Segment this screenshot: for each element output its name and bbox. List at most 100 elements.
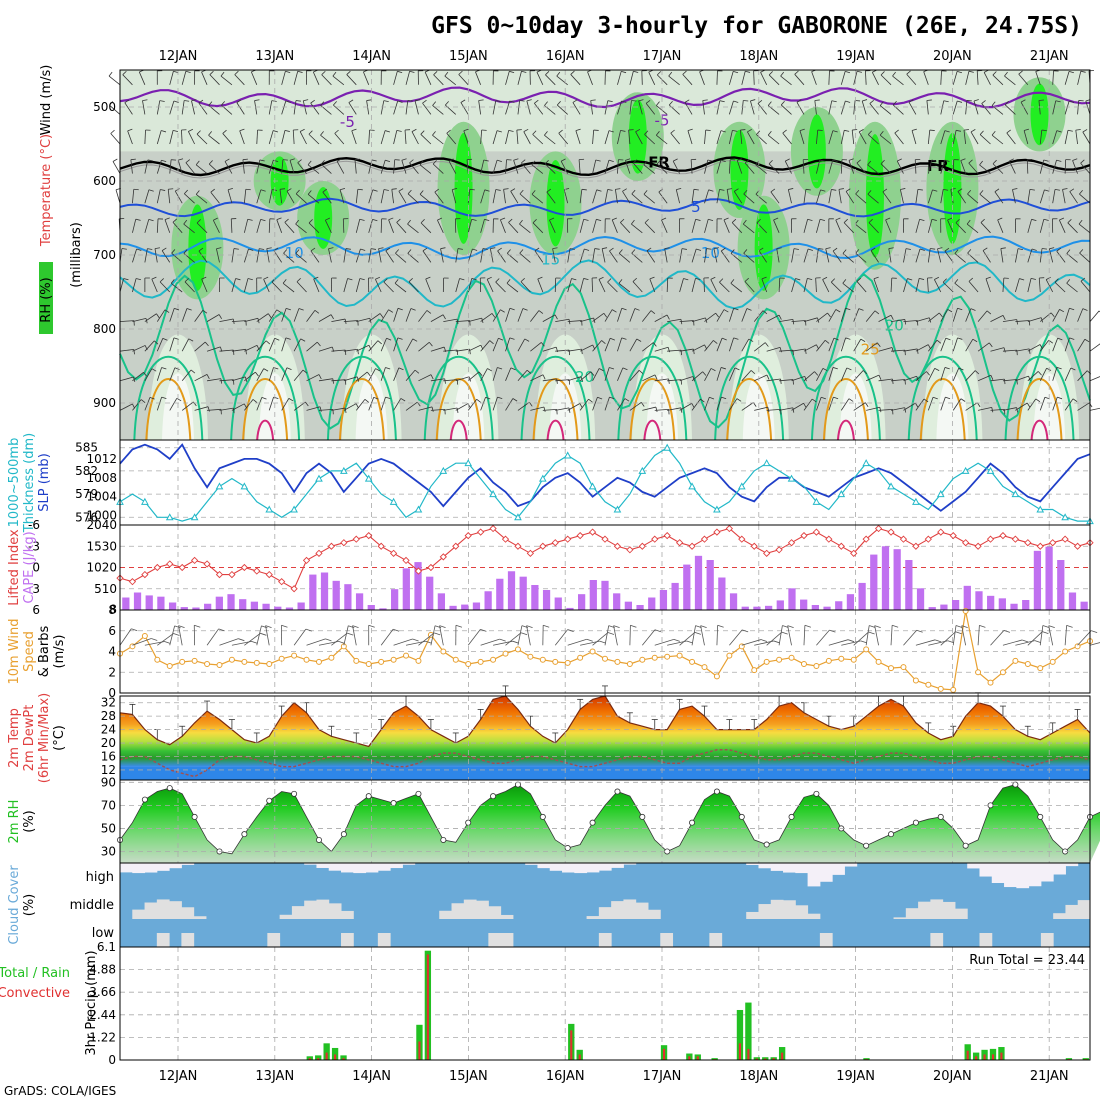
- wind-barb-flag: [509, 307, 515, 311]
- wind-barb-flag: [537, 276, 543, 280]
- wind-barb: [965, 402, 978, 411]
- wind-barb-flag: [963, 129, 969, 131]
- wind-barb-flag: [1078, 219, 1083, 225]
- wind-barb-flag: [621, 70, 627, 74]
- wind-barb-flag: [957, 188, 963, 192]
- cape-bar: [391, 589, 399, 610]
- wind-barb-flag: [1066, 249, 1071, 254]
- wind-barb-flag: [135, 278, 142, 281]
- wind-barb-flag: [568, 407, 571, 413]
- wind-barb: [838, 189, 842, 204]
- wind-barb-flag: [843, 218, 848, 223]
- wind-barb: [643, 193, 655, 204]
- wind-barb-flag: [366, 99, 372, 101]
- wind-barb-flag: [310, 247, 316, 252]
- wind-barb-flag: [713, 247, 719, 250]
- cloud-low-cell: [1040, 933, 1054, 947]
- wind-barb: [965, 338, 974, 352]
- wind-barb-flag: [668, 71, 673, 77]
- wind-barb: [1085, 100, 1091, 115]
- wind-barb-flag: [425, 276, 431, 280]
- wind-barb-flag: [409, 159, 414, 164]
- wind-barb: [977, 342, 990, 352]
- wind-barb-flag: [543, 406, 546, 412]
- wind-barb-flag: [143, 372, 147, 377]
- lifted-index-point: [327, 542, 336, 550]
- tick-label: 579: [75, 487, 98, 501]
- wind-barb: [728, 367, 736, 381]
- wind-barb: [684, 102, 693, 115]
- wind-barb: [990, 347, 1005, 352]
- wind-barb: [1089, 310, 1100, 322]
- wind-barb-flag: [147, 159, 153, 162]
- rh-point: [589, 819, 596, 826]
- wind-barb-flag: [934, 367, 940, 371]
- cloud-middle-cell: [439, 910, 453, 919]
- cloud-low-cell: [930, 933, 944, 947]
- wind-barb: [495, 281, 506, 293]
- wind-barb-flag: [108, 71, 113, 77]
- wind-barb: [181, 129, 183, 145]
- cloud-high-cell: [832, 863, 845, 875]
- wind-barb: [455, 320, 470, 322]
- cape-bar: [192, 607, 200, 610]
- wind-barb: [318, 346, 333, 352]
- wind-barb-flag: [523, 128, 529, 133]
- wind-barb: [896, 160, 904, 174]
- wind-barb-flag: [867, 130, 872, 135]
- wind-speed-point: [1074, 643, 1081, 650]
- wind-barb: [313, 278, 320, 293]
- wind-barb-flag: [710, 368, 716, 372]
- wind-barb: [620, 222, 631, 234]
- wind-barb-flag: [756, 218, 761, 223]
- wind-barb-flag: [597, 396, 603, 400]
- wind-barb-flag: [1069, 100, 1075, 103]
- wind-barb-flag: [495, 189, 501, 191]
- wind-barb: [1079, 252, 1091, 263]
- cape-bar: [811, 605, 819, 610]
- wind-barb: [368, 219, 373, 233]
- cloud-middle-cell: [770, 899, 784, 919]
- wind-barb: [607, 281, 618, 293]
- wind-barb-flag: [831, 189, 837, 191]
- wind-barb: [443, 349, 458, 352]
- panel-ylabel: (m/s): [52, 635, 67, 669]
- cloud-high-cell: [562, 863, 575, 873]
- wind-barb: [122, 74, 133, 86]
- wind-barb: [704, 368, 712, 381]
- wind-barb: [1027, 278, 1032, 293]
- cloud-middle-cell: [156, 899, 170, 919]
- wind-barb-flag: [862, 99, 868, 102]
- wind-barb: [405, 369, 416, 382]
- wind-barb-flag: [190, 369, 196, 374]
- panel-ylabel: & Barbs: [37, 626, 52, 678]
- wind-barb: [286, 190, 295, 204]
- wind-barb-flag: [723, 217, 729, 221]
- wind-barb: [632, 281, 643, 293]
- wind-barb-flag: [780, 71, 785, 77]
- wind-barb: [691, 398, 701, 411]
- wind-barb-flag: [992, 71, 997, 76]
- wind-barb: [1064, 71, 1070, 85]
- wind-barb: [322, 191, 332, 204]
- wind-barb: [868, 134, 879, 145]
- wind-barb-flag: [820, 189, 826, 192]
- wind-barb-flag: [276, 217, 282, 221]
- wind-barb-flag: [908, 99, 914, 103]
- lifted-index-point: [1011, 535, 1020, 543]
- wind-barb-flag: [717, 624, 724, 628]
- wind-barb: [467, 629, 481, 646]
- wind-barb-flag: [588, 398, 593, 403]
- wind-barb: [611, 219, 618, 233]
- wind-barb: [592, 189, 598, 204]
- wind-barb: [915, 248, 921, 263]
- thickness-point: [141, 497, 149, 505]
- wind-barb: [618, 282, 631, 293]
- wind-barb-flag: [444, 71, 449, 77]
- wind-barb: [622, 191, 631, 204]
- wind-barb: [542, 378, 557, 382]
- wind-barb: [713, 248, 718, 263]
- wind-barb: [546, 191, 556, 204]
- wind-barb-flag: [160, 189, 166, 191]
